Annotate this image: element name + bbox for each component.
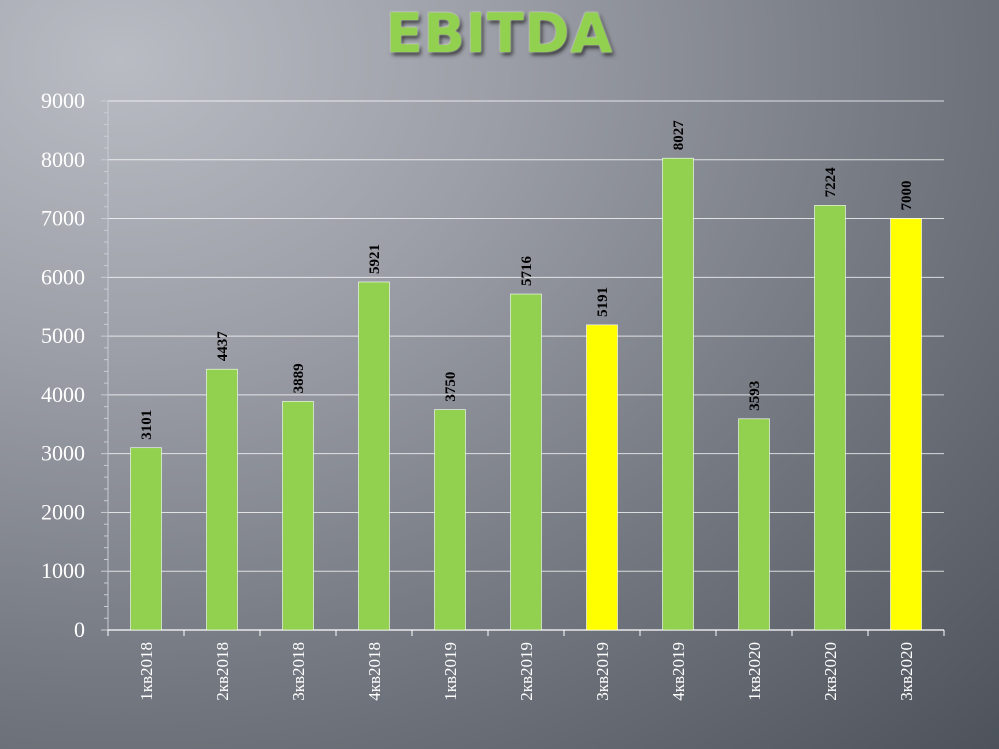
data-label: 4437 — [215, 331, 231, 362]
x-tick-label: 2кв2020 — [821, 642, 840, 701]
y-tick-label: 9000 — [41, 88, 85, 113]
bar — [206, 368, 238, 631]
x-tick-label: 2кв2018 — [213, 642, 232, 701]
data-label: 3101 — [139, 410, 155, 440]
y-tick-label: 5000 — [41, 323, 85, 348]
data-label: 3889 — [291, 363, 307, 393]
data-label: 5716 — [519, 256, 535, 287]
data-label: 3593 — [747, 381, 763, 411]
x-tick-label: 3кв2018 — [289, 642, 308, 701]
bar — [358, 281, 390, 631]
x-tick-label: 3кв2020 — [897, 642, 916, 701]
bar — [662, 157, 694, 631]
y-tick-label: 8000 — [41, 147, 85, 172]
data-label: 5921 — [367, 244, 383, 274]
bar — [510, 293, 542, 631]
bar — [434, 409, 466, 631]
bar — [890, 218, 922, 631]
bar — [130, 447, 162, 631]
data-label: 7224 — [823, 167, 839, 198]
data-label: 3750 — [443, 372, 459, 402]
x-tick-label: 1кв2019 — [441, 642, 460, 701]
y-tick-label: 4000 — [41, 382, 85, 407]
bar — [738, 418, 770, 631]
y-tick-label: 0 — [74, 617, 85, 642]
x-tick-label: 2кв2019 — [517, 642, 536, 701]
x-tick-label: 1кв2020 — [745, 642, 764, 701]
x-tick-label: 1кв2018 — [137, 642, 156, 701]
data-labels: 3101 4437 3889 5921 3750 5716 5191 8027 3593 7224… — [139, 120, 915, 440]
chart-title: EBITDA — [385, 2, 614, 65]
y-tick-label: 2000 — [41, 499, 85, 524]
bar — [586, 324, 618, 631]
x-tick-label: 3кв2019 — [593, 642, 612, 701]
bar — [814, 205, 846, 631]
data-label: 5191 — [595, 287, 611, 317]
y-axis-tick-labels: 0 1000 2000 3000 4000 5000 6000 7000 8000 9000 — [41, 88, 85, 642]
y-tick-label: 6000 — [41, 264, 85, 289]
y-tick-label: 1000 — [41, 558, 85, 583]
data-label: 7000 — [899, 181, 915, 211]
y-tick-label: 3000 — [41, 441, 85, 466]
x-axis-tick-labels: 1кв2018 2кв2018 3кв2018 4кв2018 1кв2019 2кв20… — [137, 642, 916, 701]
bar — [282, 401, 314, 631]
y-tick-label: 7000 — [41, 206, 85, 231]
data-label: 8027 — [671, 120, 687, 151]
x-tick-label: 4кв2018 — [365, 642, 384, 701]
x-tick-label: 4кв2019 — [669, 642, 688, 701]
bars — [130, 157, 922, 631]
